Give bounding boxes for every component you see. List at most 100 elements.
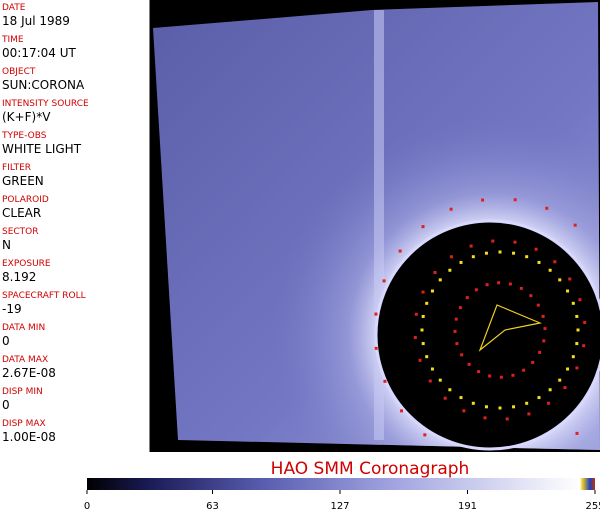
overlay-dot — [374, 346, 378, 350]
field-label: DATA MIN — [2, 323, 46, 333]
overlay-dot — [425, 301, 429, 305]
field-value: 1.00E-08 — [2, 430, 56, 444]
overlay-dot — [448, 388, 452, 392]
field-label: FILTER — [2, 163, 32, 173]
field-value: 18 Jul 1989 — [2, 14, 70, 28]
overlay-dot — [449, 207, 453, 211]
overlay-dot — [454, 317, 458, 321]
overlay-dot — [460, 353, 464, 357]
overlay-dot — [558, 278, 562, 282]
field-label: TYPE-OBS — [2, 131, 47, 141]
overlay-dot — [563, 386, 567, 390]
overlay-dot — [455, 342, 459, 346]
field-label: DISP MIN — [2, 387, 43, 397]
overlay-dot — [462, 409, 466, 413]
overlay-dot — [438, 378, 442, 382]
overlay-dot — [505, 417, 509, 421]
overlay-dot — [438, 278, 442, 282]
overlay-dot — [543, 327, 547, 331]
field-value: GREEN — [2, 174, 44, 188]
overlay-dot — [421, 342, 425, 346]
overlay-dot — [575, 366, 579, 370]
overlay-dot — [491, 239, 495, 243]
field-label: DATA MAX — [2, 355, 49, 365]
overlay-dot — [374, 312, 378, 316]
overlay-dot — [481, 198, 485, 202]
field-value: 0 — [2, 334, 10, 348]
overlay-dot — [499, 375, 503, 379]
overlay-dot — [529, 294, 533, 298]
overlay-dot — [418, 358, 422, 362]
overlay-dot — [558, 378, 562, 382]
colorbar-tick-label: 0 — [84, 501, 90, 512]
overlay-dot — [488, 374, 492, 378]
overlay-dot — [471, 255, 475, 259]
overlay-dot — [578, 298, 582, 302]
overlay-dot — [541, 314, 545, 318]
overlay-dot — [575, 431, 579, 435]
field-label: DATE — [2, 3, 26, 13]
overlay-dot — [547, 401, 551, 405]
overlay-dot — [467, 362, 471, 366]
overlay-dot — [571, 355, 575, 359]
overlay-dot — [508, 282, 512, 286]
overlay-dot — [443, 396, 447, 400]
overlay-dot — [497, 281, 501, 285]
overlay-dot — [433, 270, 437, 274]
overlay-dot — [583, 320, 587, 324]
overlay-outline — [478, 304, 543, 352]
overlay-dot — [513, 198, 517, 202]
overlay-dot — [382, 279, 386, 283]
overlay-dot — [484, 405, 488, 409]
field-label: POLAROID — [2, 195, 49, 205]
colorbar — [87, 478, 595, 490]
overlay-dot — [477, 370, 481, 374]
overlay-dot — [458, 306, 462, 310]
overlay-dot — [531, 360, 535, 364]
overlay-dot — [430, 289, 434, 293]
overlay-dot — [484, 251, 488, 255]
overlay-dot — [542, 339, 546, 343]
field-value: -19 — [2, 302, 22, 316]
overlay-dot — [383, 379, 387, 383]
overlay-dot — [527, 412, 531, 416]
overlay-dot — [537, 260, 541, 264]
overlay-dot — [525, 401, 529, 405]
overlay-dot — [538, 350, 542, 354]
overlay-dot — [576, 328, 580, 332]
overlay-dot — [512, 251, 516, 255]
overlay-dot — [398, 249, 402, 253]
overlay-dot — [498, 406, 502, 410]
overlay-dot — [414, 312, 418, 316]
field-value: 2.67E-08 — [2, 366, 56, 380]
field-value: 00:17:04 UT — [2, 46, 76, 60]
overlay-dot — [453, 329, 457, 333]
overlay-dot — [573, 223, 577, 227]
overlay-dot — [465, 296, 469, 300]
field-label: EXPOSURE — [2, 259, 51, 269]
overlay-dot — [430, 367, 434, 371]
overlay-dot — [513, 240, 517, 244]
overlay-dot — [483, 416, 487, 420]
field-value: N — [2, 238, 11, 252]
field-label: SECTOR — [2, 227, 39, 237]
field-label: INTENSITY SOURCE — [2, 99, 89, 109]
overlay-dot — [428, 379, 432, 383]
overlay-dot — [545, 206, 549, 210]
colorbar-tick-label: 255 — [585, 501, 600, 512]
overlay-dot — [474, 288, 478, 292]
field-value: (K+F)*V — [2, 110, 51, 124]
overlay-dot — [537, 396, 541, 400]
overlay-dot — [449, 255, 453, 259]
overlay-dot — [534, 247, 538, 251]
overlay-dot — [413, 336, 417, 340]
field-label: OBJECT — [2, 67, 36, 77]
overlay-dot — [423, 433, 427, 437]
overlay-dot — [548, 388, 552, 392]
overlay-dot — [548, 268, 552, 272]
overlay-grid — [374, 198, 587, 437]
field-label: DISP MAX — [2, 419, 46, 429]
field-value: WHITE LIGHT — [2, 142, 82, 156]
overlay-dot — [421, 290, 425, 294]
